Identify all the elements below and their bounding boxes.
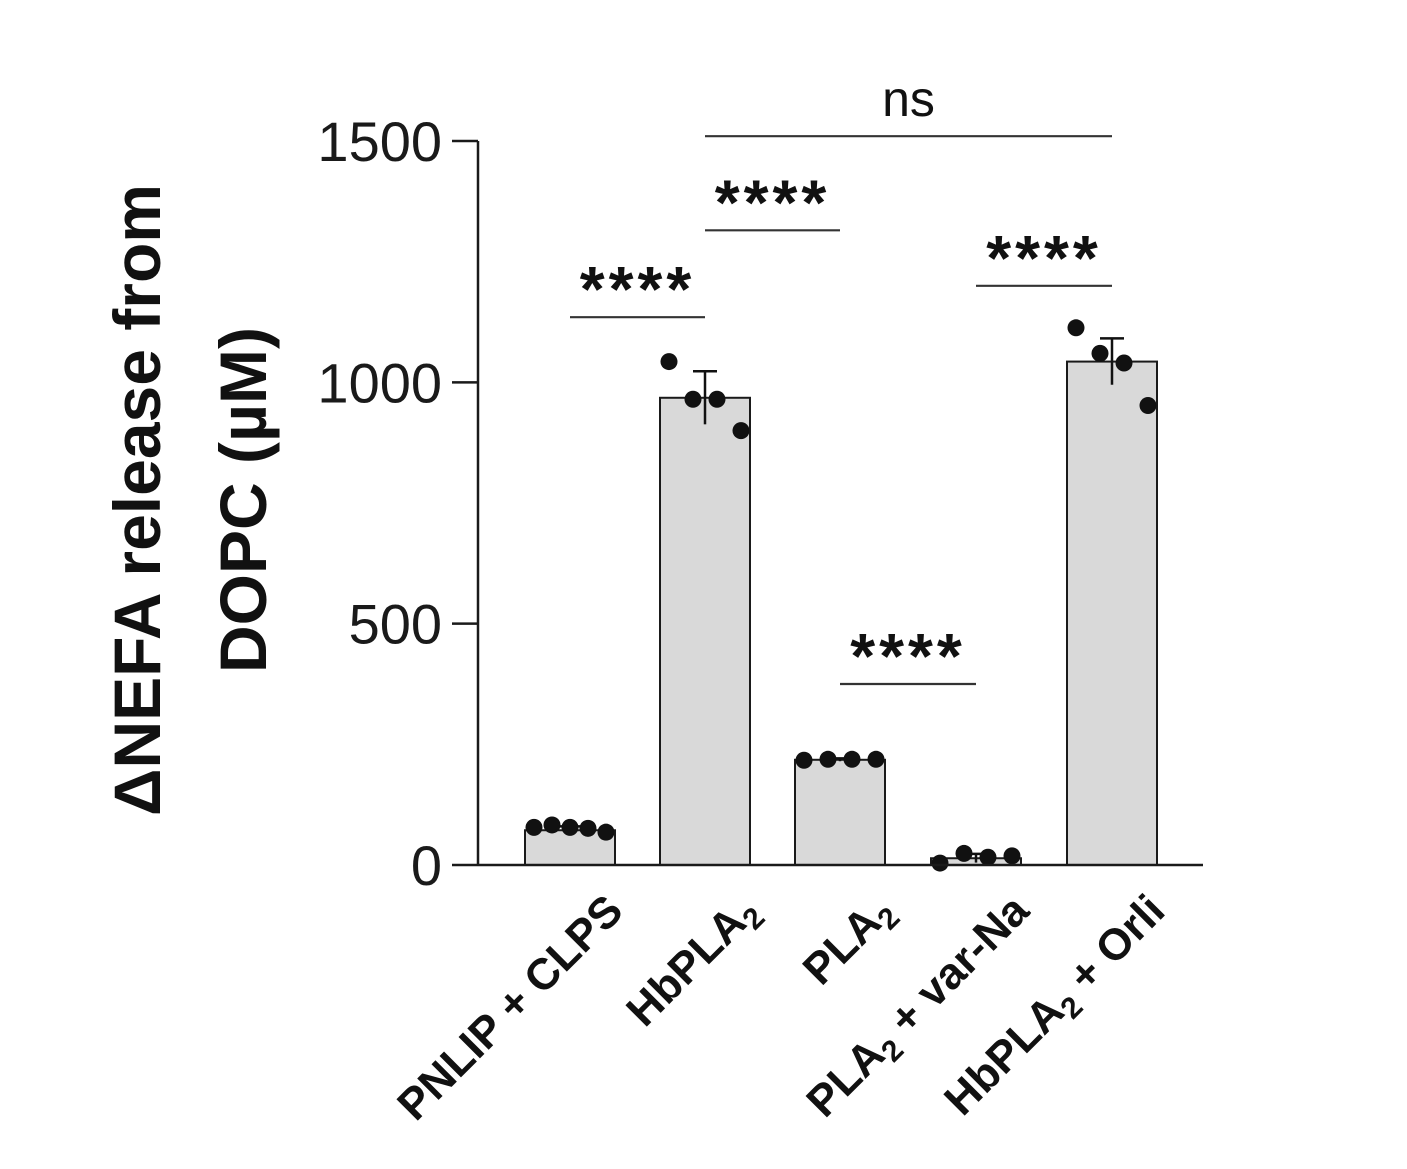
y-axis-title-line-2: DOPC (µM) [206, 327, 280, 673]
point-1-3 [732, 422, 750, 440]
significance-label-0: **** [580, 253, 696, 325]
point-4-1 [1091, 344, 1109, 362]
bar-4 [1066, 360, 1158, 866]
significance-label-3: **** [986, 222, 1102, 294]
x-label-2: PLA2 [794, 886, 907, 999]
point-3-1 [955, 844, 973, 862]
point-3-3 [1003, 847, 1021, 865]
significance-1: **** [705, 166, 840, 238]
y-tick-label-3: 1500 [317, 110, 442, 173]
point-0-1 [543, 816, 561, 834]
point-3-0 [931, 854, 949, 872]
significance-label-4: ns [882, 71, 935, 127]
point-2-3 [867, 750, 885, 768]
point-2-1 [819, 750, 837, 768]
point-0-0 [525, 818, 543, 836]
x-label-0-part-0: PNLIP + CLPS [388, 886, 632, 1130]
axes-layer: 0 500 1000 1500 [317, 110, 1203, 897]
y-axis-title-line-1: ΔNEFA release from [100, 184, 174, 816]
significance-2: **** [840, 620, 976, 692]
point-1-0 [660, 353, 678, 371]
point-1-2 [708, 390, 726, 408]
point-4-3 [1139, 397, 1157, 415]
x-label-0: PNLIP + CLPS [388, 886, 632, 1130]
bar-2 [794, 758, 886, 867]
x-label-1-part-0: HbPLA [617, 897, 755, 1035]
significance-4: ns [705, 71, 1112, 138]
significance-3: **** [976, 222, 1112, 294]
significance-layer: **** **** **** **** ns [570, 71, 1112, 692]
point-1-1 [684, 390, 702, 408]
bars-layer [524, 360, 1158, 867]
x-label-1: HbPLA2 [617, 886, 771, 1040]
error-bar-4 [1100, 337, 1124, 385]
point-3-2 [979, 848, 997, 866]
x-label-4-part-2: + Orli [1051, 886, 1175, 1010]
significance-label-1: **** [715, 166, 831, 238]
point-0-2 [561, 818, 579, 836]
point-4-0 [1067, 319, 1085, 337]
significance-label-2: **** [850, 620, 966, 692]
y-axis-title-text: ΔNEFA release from DOPC (µM) [100, 184, 280, 816]
y-axis-title: ΔNEFA release from DOPC (µM) [100, 184, 280, 816]
y-tick-label-1: 500 [349, 593, 442, 656]
y-tick-label-2: 1000 [317, 351, 442, 414]
points-layer [525, 319, 1157, 872]
point-2-0 [795, 751, 813, 769]
significance-0: **** [570, 253, 705, 325]
x-label-4-part-0: HbPLA [935, 986, 1073, 1124]
point-0-3 [579, 819, 597, 837]
point-4-2 [1115, 354, 1133, 372]
y-tick-label-0: 0 [411, 834, 442, 897]
bar-1 [659, 396, 751, 866]
error-bar-1 [693, 369, 717, 425]
point-0-4 [597, 823, 615, 841]
point-2-2 [843, 750, 861, 768]
